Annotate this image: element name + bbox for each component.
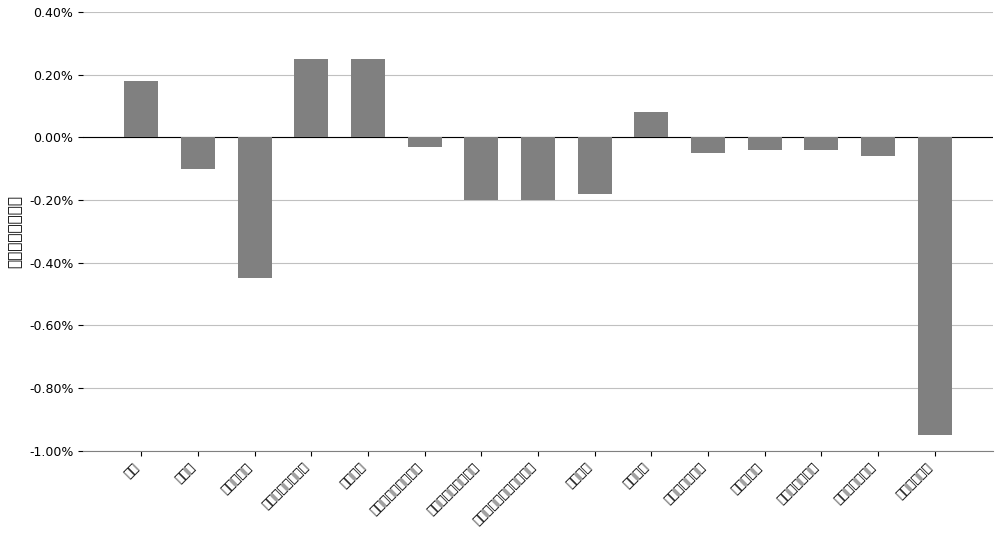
Bar [464, 137, 498, 200]
Bar [861, 137, 895, 156]
Bar [351, 59, 385, 137]
Bar [238, 137, 272, 278]
Bar [124, 81, 158, 137]
Bar [408, 137, 442, 147]
Bar [521, 137, 555, 200]
Y-axis label: 主要参数相对误差: 主要参数相对误差 [7, 195, 22, 268]
Bar [294, 59, 328, 137]
Bar [181, 137, 215, 169]
Bar [634, 112, 668, 137]
Bar [918, 137, 952, 435]
Bar [748, 137, 782, 150]
Bar [691, 137, 725, 153]
Bar [578, 137, 612, 194]
Bar [804, 137, 838, 150]
